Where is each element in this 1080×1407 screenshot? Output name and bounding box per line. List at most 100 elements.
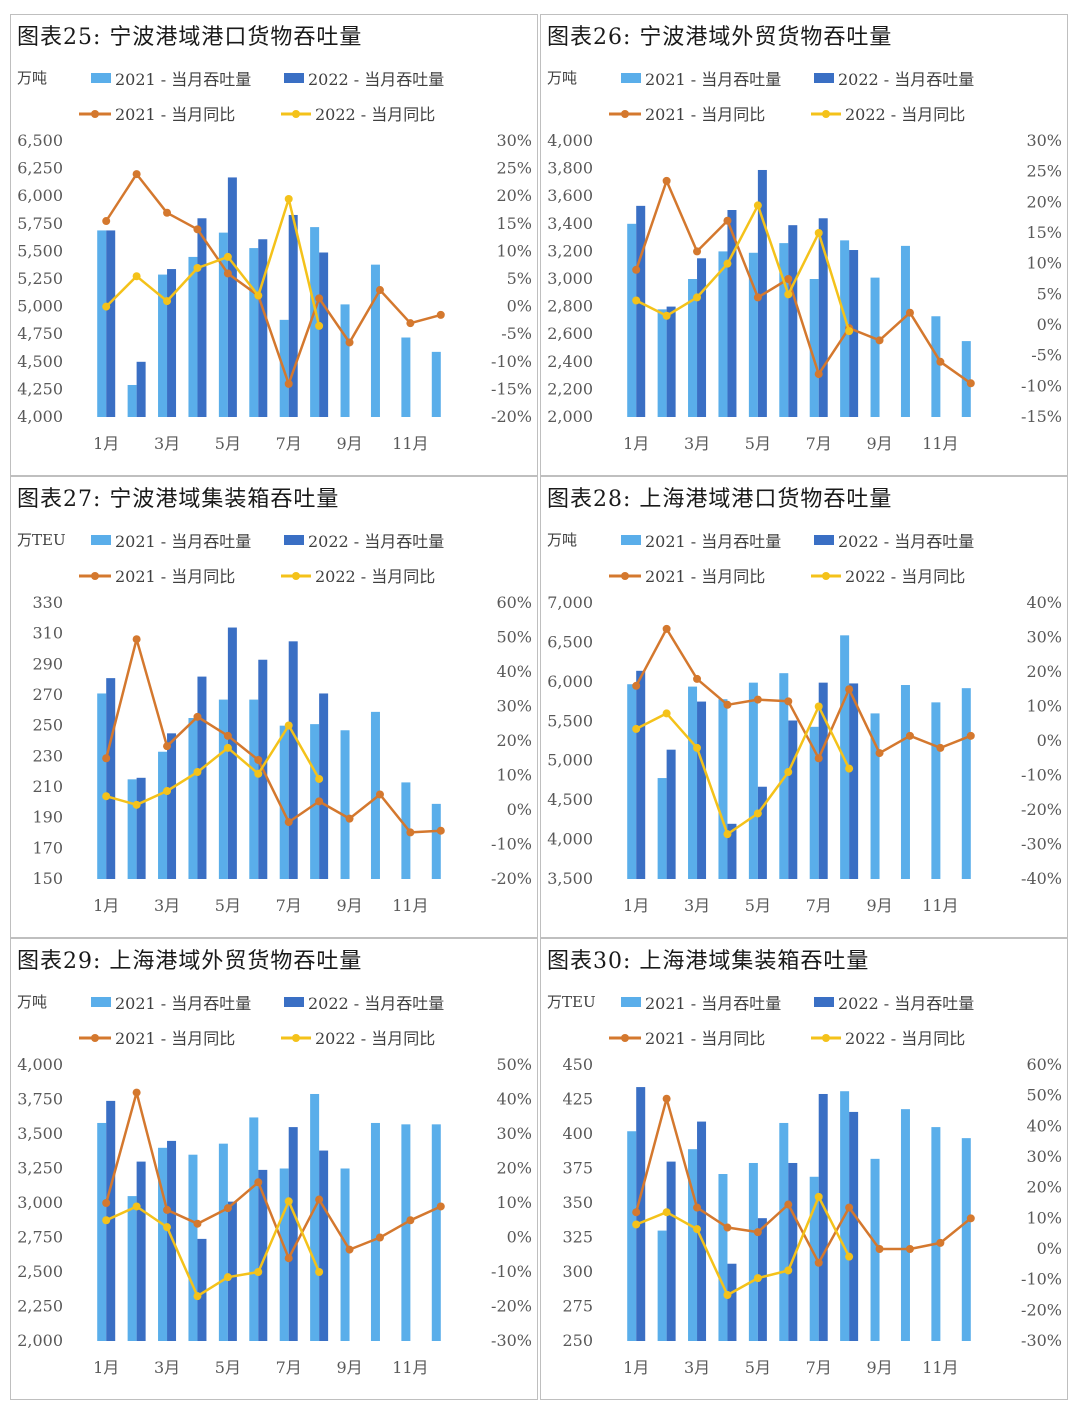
yoy-2022-point [193, 263, 202, 272]
bar-2021 [97, 230, 107, 417]
x-axis-tick: 1月 [623, 896, 649, 915]
legend-label-2022-bars: 2022 - 当月吞吐量 [308, 994, 444, 1013]
x-axis-tick: 9月 [866, 1358, 892, 1377]
bar-2022 [106, 230, 116, 417]
yoy-2022-point [784, 1266, 793, 1275]
bar-2022 [727, 1263, 737, 1341]
yoy-2022-point [163, 297, 172, 306]
yoy-2022-point [753, 809, 762, 818]
right-axis-tick: 5% [1037, 284, 1062, 303]
bar-2021 [127, 1196, 137, 1341]
right-axis-tick: 60% [1026, 1055, 1062, 1074]
x-axis-tick: 11月 [922, 896, 958, 915]
yoy-2021-point [254, 755, 263, 764]
bar-2021 [627, 223, 637, 417]
bar-2022 [319, 693, 329, 879]
left-axis-tick: 3,250 [17, 1159, 63, 1178]
yoy-2021-point [375, 286, 384, 295]
left-axis-tick: 170 [32, 838, 63, 857]
left-axis-tick: 2,500 [17, 1262, 63, 1281]
yoy-2022-point [193, 1292, 202, 1301]
yoy-2022-point [723, 1291, 732, 1299]
yoy-2021-point [132, 635, 141, 644]
legend-label-2022-bars: 2022 - 当月吞吐量 [308, 532, 444, 551]
yoy-2021-point [723, 216, 732, 225]
bar-2021 [870, 277, 880, 417]
yoy-2022-point [662, 311, 671, 320]
x-axis-tick: 7月 [806, 1358, 832, 1377]
left-axis-tick: 4,500 [17, 352, 63, 371]
yoy-2022-point [315, 1268, 324, 1276]
yoy-2022-point [284, 721, 293, 730]
left-axis-unit: 万吨 [17, 993, 48, 1011]
left-axis-tick: 5,750 [17, 214, 63, 233]
bar-2021 [340, 730, 350, 879]
bar-2021 [188, 718, 198, 879]
legend-swatch-2022-bars [814, 73, 834, 83]
bar-2021 [249, 248, 259, 417]
bar-2021 [431, 351, 441, 417]
bar-2022 [197, 1238, 207, 1341]
yoy-2021-point [845, 685, 854, 694]
yoy-2022-point [784, 290, 793, 299]
yoy-2021-point [406, 828, 415, 837]
legend-swatch-2022-bars [284, 73, 304, 83]
yoy-2021-point [406, 319, 415, 328]
bar-2021 [401, 782, 411, 879]
bar-2022 [136, 361, 146, 417]
yoy-2021-point [784, 275, 793, 283]
left-axis-unit: 万吨 [17, 69, 48, 87]
yoy-2021-line [105, 172, 442, 386]
bar-2022 [136, 777, 146, 879]
yoy-2021-point [693, 247, 702, 256]
chart-plot: 2021 - 当月吞吐量 2022 - 当月吞吐量 2021 - 当月同比 2022 … [562, 994, 1062, 1377]
legend-swatch-2022-bars [814, 535, 834, 545]
left-axis-tick: 250 [32, 716, 63, 735]
yoy-2022-point [693, 1225, 702, 1234]
yoy-2021-point [102, 217, 111, 226]
yoy-2021-point [193, 225, 202, 234]
legend-swatch-2021-bars [621, 997, 641, 1007]
yoy-2021-point [163, 208, 172, 217]
legend-swatch-2022-bars [814, 997, 834, 1007]
bar-2021 [127, 779, 137, 879]
left-axis-tick: 2,000 [17, 1331, 63, 1350]
right-axis-tick: 0% [1037, 1239, 1062, 1258]
yoy-2022-point [845, 327, 854, 336]
legend-label-2022-yoy: 2022 - 当月同比 [845, 567, 965, 586]
legend-swatch-2021-bars [621, 535, 641, 545]
bar-2021 [718, 699, 728, 879]
yoy-2021-point [163, 1205, 172, 1214]
yoy-2021-point [784, 697, 793, 706]
chart-plot: 2021 - 当月吞吐量 2022 - 当月吞吐量 2021 - 当月同比 2022 … [547, 532, 1062, 915]
legend-label-2021-bars: 2021 - 当月吞吐量 [645, 532, 781, 551]
bar-2022 [849, 250, 859, 417]
yoy-2022-point [132, 800, 141, 809]
yoy-2022-point [284, 194, 293, 203]
yoy-2021-line [104, 1091, 442, 1260]
yoy-2022-point [723, 259, 732, 268]
right-axis-tick: -20% [491, 1297, 532, 1316]
right-axis-tick: 25% [1026, 162, 1062, 181]
yoy-2022-point [102, 1216, 111, 1225]
left-axis-tick: 4,000 [17, 1055, 63, 1074]
legend-label-2021-yoy: 2021 - 当月同比 [645, 105, 765, 124]
yoy-2021-point [814, 754, 823, 763]
legend-label-2022-yoy: 2022 - 当月同比 [315, 567, 435, 586]
bar-2021 [718, 251, 728, 417]
yoy-2021-point [875, 336, 884, 345]
bar-2021 [158, 274, 168, 417]
bar-2021 [249, 1117, 259, 1341]
bar-2022 [697, 701, 707, 879]
bar-2021 [931, 316, 941, 417]
left-axis-tick: 5,500 [17, 241, 63, 260]
yoy-2021-point [284, 379, 293, 388]
bar-2021 [218, 232, 228, 417]
yoy-2022-line [105, 724, 321, 807]
left-axis-tick: 300 [562, 1262, 593, 1281]
legend-swatch-2021-bars [621, 73, 641, 83]
bar-2021 [961, 688, 971, 879]
legend-swatch-2021-bars [91, 535, 111, 545]
bar-2022 [757, 1218, 767, 1341]
right-axis-tick: -10% [491, 352, 532, 371]
